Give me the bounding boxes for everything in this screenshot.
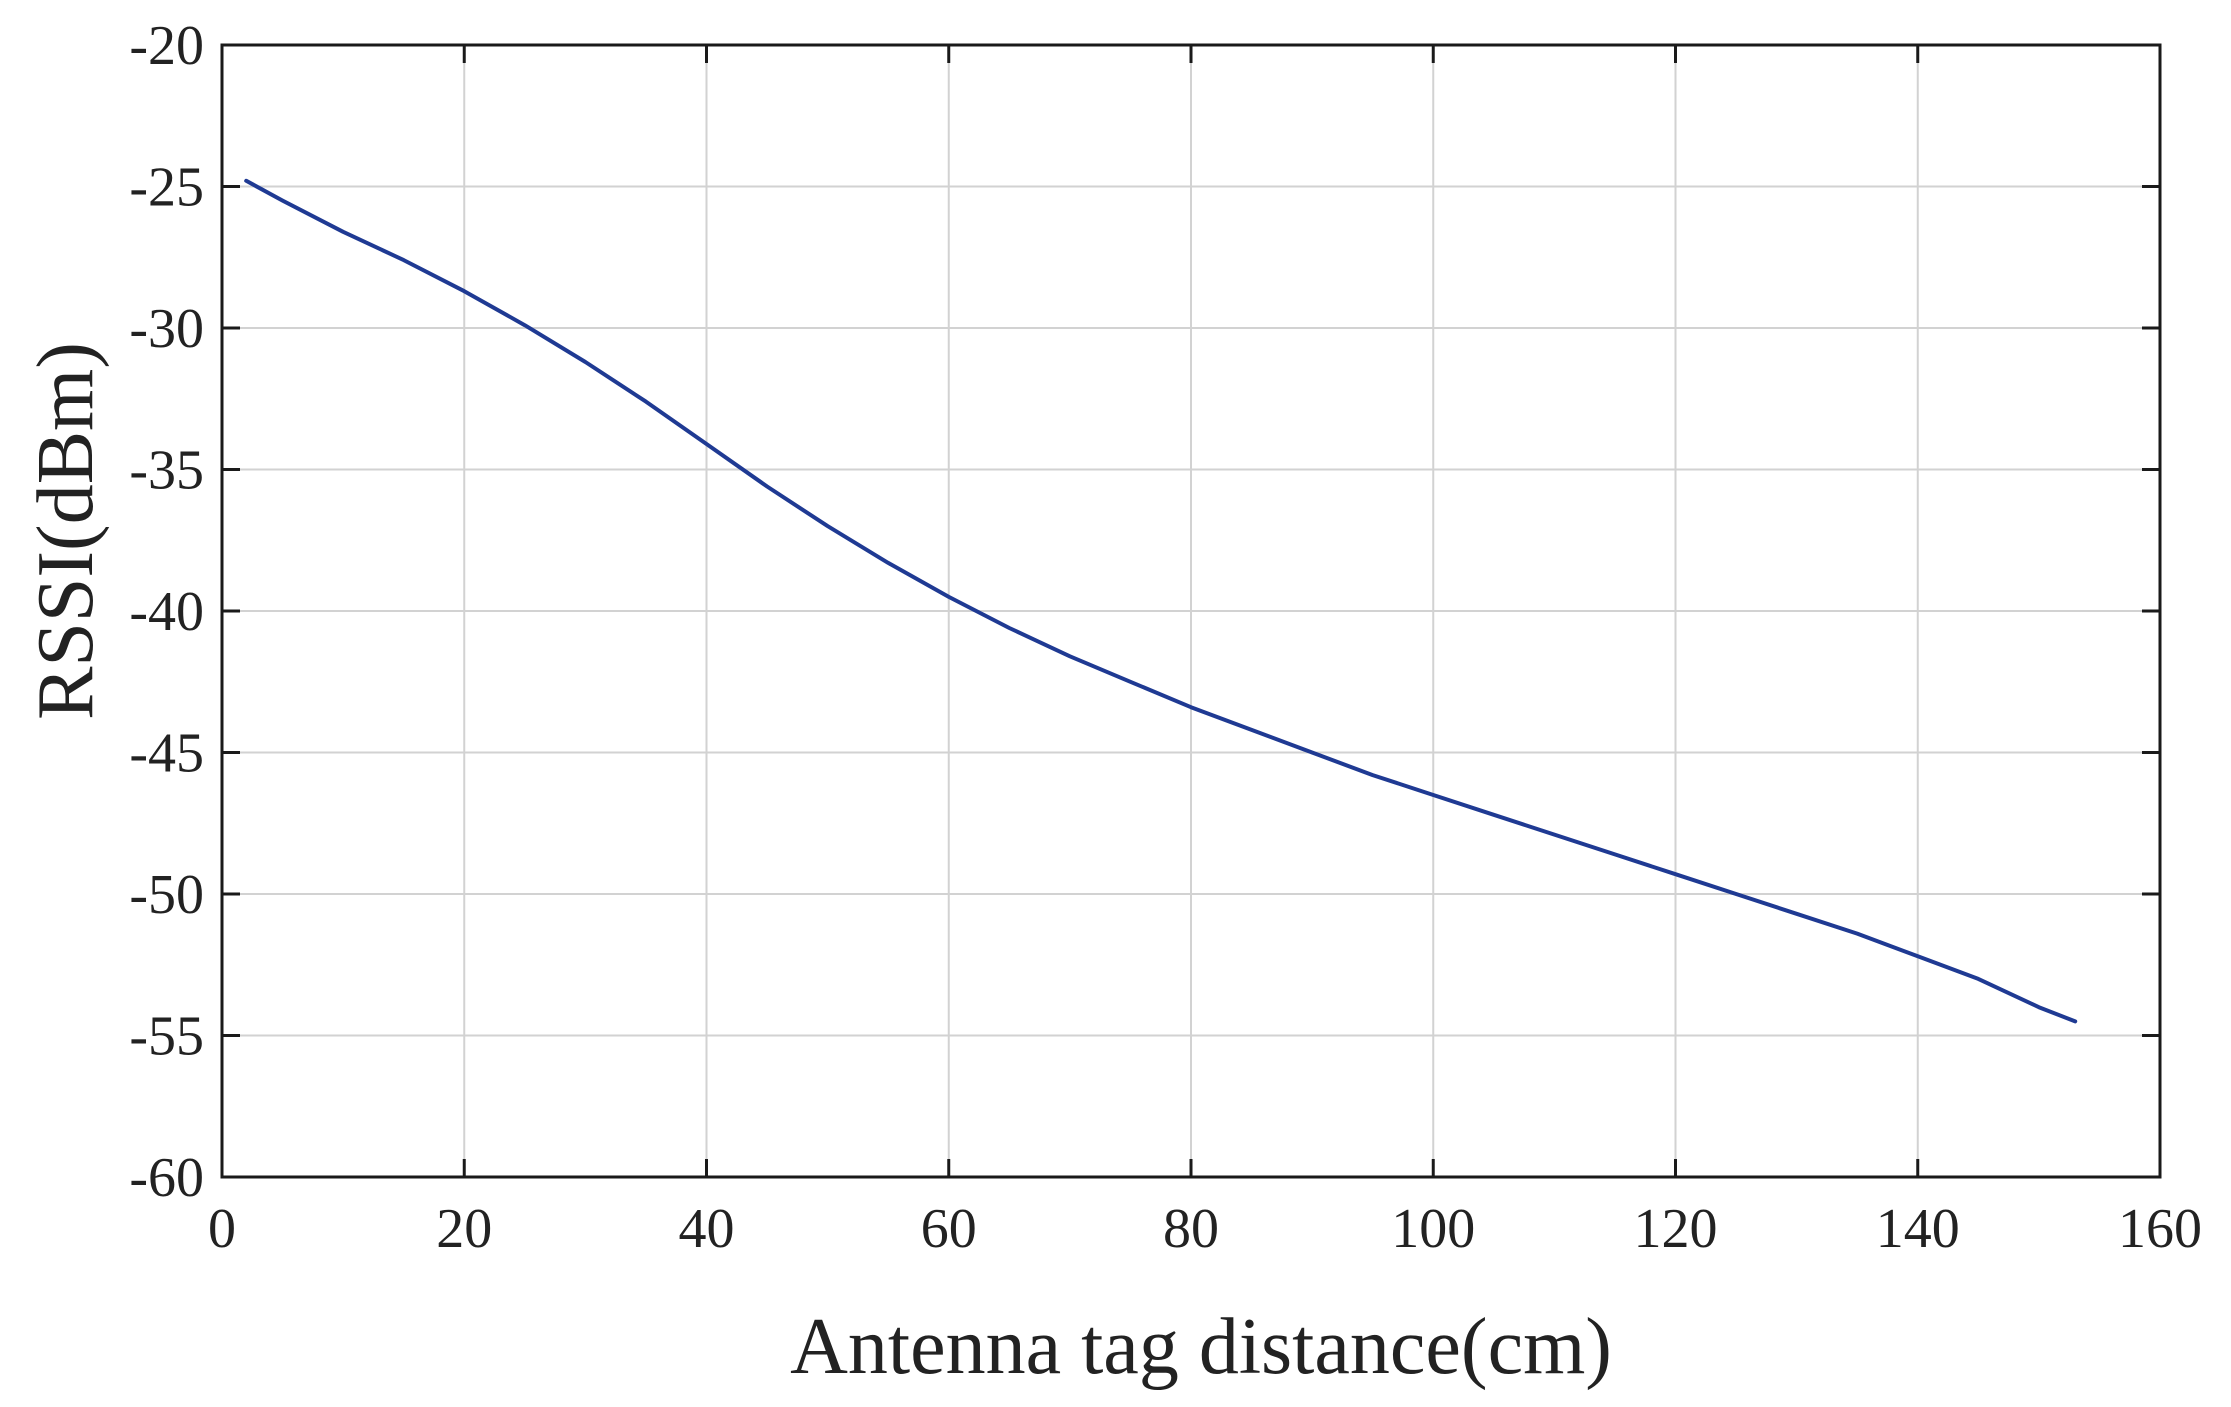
x-tick-label: 0 (208, 1198, 236, 1260)
y-tick-label: -60 (129, 1147, 204, 1209)
y-tick-label: -50 (129, 864, 204, 926)
y-tick-label: -25 (129, 157, 204, 219)
y-tick-label: -45 (129, 723, 204, 785)
x-tick-label: 100 (1391, 1198, 1475, 1260)
x-tick-label: 20 (436, 1198, 492, 1260)
y-tick-label: -20 (129, 15, 204, 77)
series-group (244, 178, 2078, 1024)
grid-lines (222, 45, 2160, 1177)
x-axis-title: Antenna tag distance(cm) (790, 1303, 1612, 1391)
y-tick-label: -55 (129, 1006, 204, 1068)
x-tick-label: 160 (2118, 1198, 2202, 1260)
x-tick-label: 80 (1163, 1198, 1219, 1260)
y-axis-title: RSSI(dBm) (22, 342, 110, 720)
y-tick-label: -40 (129, 581, 204, 643)
tick-marks (220, 43, 2162, 1179)
x-tick-label: 140 (1876, 1198, 1960, 1260)
x-tick-labels: 0 20 40 60 80 100 120 140 160 (208, 1198, 2202, 1260)
y-tick-label: -30 (129, 298, 204, 360)
x-tick-label: 60 (921, 1198, 977, 1260)
series-line-0 (244, 178, 2078, 1024)
x-tick-label: 40 (679, 1198, 735, 1260)
y-tick-labels: -20 -25 -30 -35 -40 -45 -50 -55 -60 (129, 15, 204, 1209)
y-tick-label: -35 (129, 440, 204, 502)
x-tick-label: 120 (1634, 1198, 1718, 1260)
